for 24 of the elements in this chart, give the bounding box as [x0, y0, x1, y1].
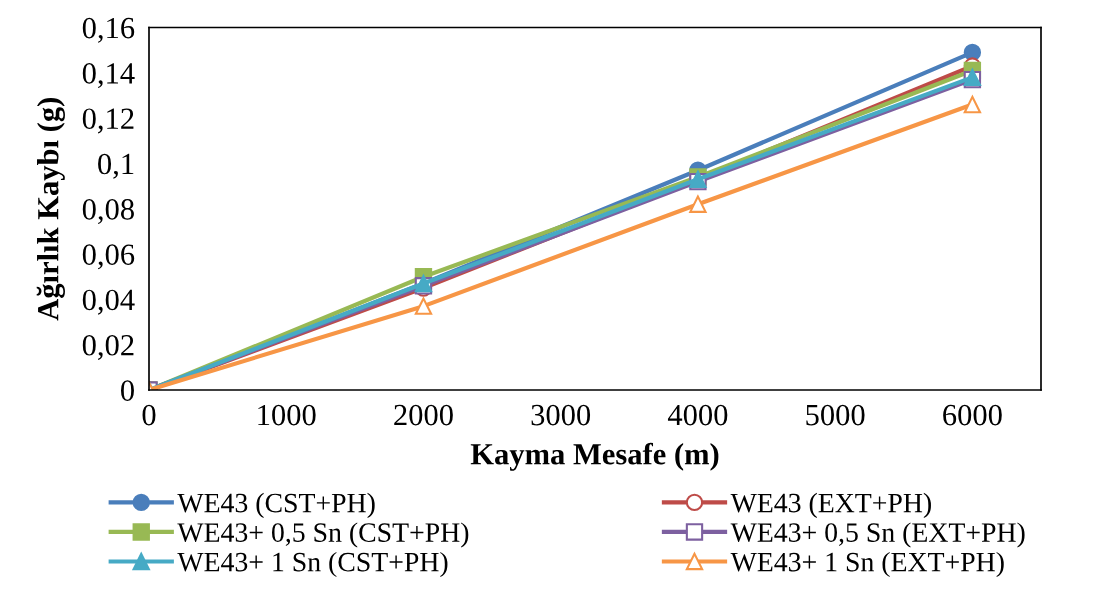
x-tick-label: 2000	[394, 404, 453, 426]
legend-label: WE43+ 1 Sn (CST+PH)	[177, 551, 448, 578]
y-tick-label: 0,08	[82, 199, 134, 225]
x-tick-label: 5000	[806, 404, 865, 426]
x-tick-label: 6000	[943, 404, 1002, 426]
legend-label: WE43+ 0,5 Sn (CST+PH)	[177, 522, 469, 548]
x-tick-label: 1000	[258, 404, 316, 426]
legend-label: WE43 (EXT+PH)	[730, 492, 931, 519]
x-tick-label: 0	[142, 404, 156, 426]
y-tick-label: 0,1	[98, 153, 134, 179]
y-tick-label: 0,12	[82, 108, 134, 134]
y-axis-title: Ağırlık Kaybı (g)	[36, 98, 65, 321]
y-tick-label: 0,14	[82, 63, 135, 89]
y-tick-label: 0,06	[82, 244, 135, 270]
y-tick-label: 0,02	[82, 334, 134, 360]
y-tick-label: 0	[121, 380, 134, 401]
legend-label: WE43+ 0,5 Sn (EXT+PH)	[730, 522, 1025, 548]
x-axis-title: Kayma Mesafe (m)	[470, 442, 719, 471]
x-tick-label: 4000	[667, 404, 728, 426]
legend-label: WE43+ 1 Sn (EXT+PH)	[730, 551, 1004, 578]
y-tick-label: 0,16	[82, 17, 135, 43]
legend-label: WE43 (CST+PH)	[177, 492, 375, 519]
x-tick-label: 3000	[531, 404, 591, 426]
y-tick-label: 0,04	[82, 289, 135, 315]
